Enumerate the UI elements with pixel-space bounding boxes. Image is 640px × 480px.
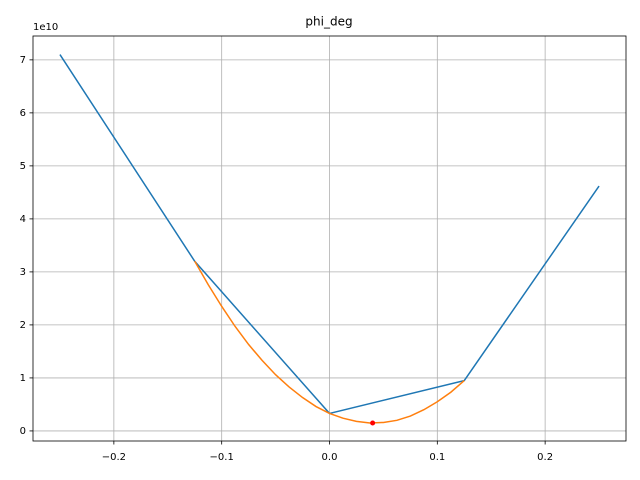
x-tick-label: 0.0 (322, 452, 338, 463)
line (194, 260, 465, 424)
y-tick-label: 7 (20, 55, 26, 66)
y-tick-label: 0 (20, 426, 26, 437)
y-tick-label: 5 (20, 161, 26, 172)
plot-frame (32, 35, 627, 442)
x-tick-label: 0.2 (537, 452, 553, 463)
x-tick-label: −0.1 (210, 452, 234, 463)
chart-title: phi_deg (305, 15, 352, 29)
x-tick-label: −0.2 (102, 452, 126, 463)
x-tick-label: 0.1 (429, 452, 445, 463)
y-tick-label: 6 (20, 108, 26, 119)
point (370, 420, 376, 426)
y-tick-label: 1 (20, 373, 26, 384)
y-tick-label: 2 (20, 320, 26, 331)
y-tick-label: 3 (20, 267, 26, 278)
y-tick-label: 4 (20, 214, 26, 225)
offset-text: 1e10 (33, 22, 58, 33)
